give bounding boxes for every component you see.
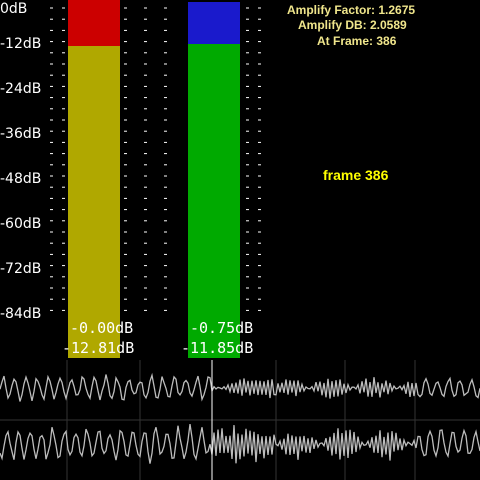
waveform-channel-2	[0, 424, 480, 464]
db-label-48: -48dB	[0, 171, 42, 187]
db-label-84: -84dB	[0, 306, 42, 322]
db-label-24: -24dB	[0, 81, 42, 97]
left-meter-body	[68, 46, 120, 358]
db-label-12: -12dB	[0, 36, 42, 52]
frame-label: frame 386	[323, 167, 389, 183]
db-label-72: -72dB	[0, 261, 42, 277]
amplify-db-text: Amplify DB: 2.0589	[298, 18, 407, 32]
right-peak-readout: -0.75dB	[190, 319, 254, 337]
left-meter-peak-segment	[68, 0, 120, 46]
db-label-0: 0dB	[0, 1, 28, 17]
amplify-factor-text: Amplify Factor: 1.2675	[287, 3, 416, 17]
waveform-channel-1	[0, 372, 480, 402]
db-label-36: -36dB	[0, 126, 42, 142]
at-frame-text: At Frame: 386	[317, 34, 397, 48]
left-rms-readout: -12.81dB	[62, 339, 135, 357]
right-rms-readout: -11.85dB	[181, 339, 254, 357]
left-peak-readout: -0.00dB	[70, 319, 134, 337]
right-meter-peak-segment	[188, 2, 240, 44]
right-meter-body	[188, 44, 240, 358]
waveform-display	[0, 360, 480, 480]
meter-tick-marks	[50, 7, 261, 311]
db-label-60: -60dB	[0, 216, 42, 232]
